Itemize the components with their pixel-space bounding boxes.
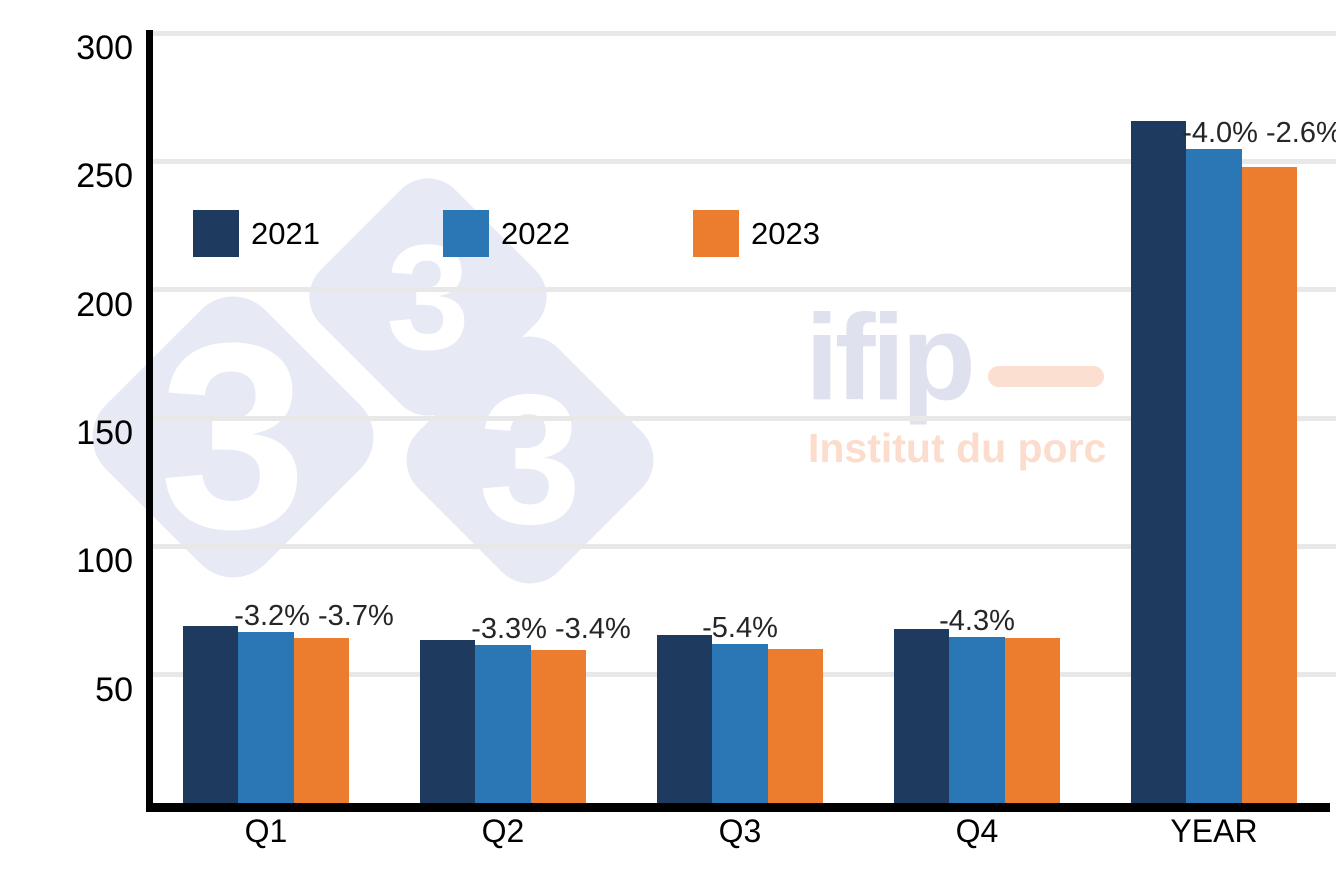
gridline-200 (150, 287, 1336, 293)
bar-2021-Q4 (893, 628, 950, 803)
legend-swatch-2022 (443, 210, 489, 257)
gridline-250 (150, 158, 1336, 164)
annotation-Q3: -5.4% (702, 612, 778, 645)
xlabel-Q2: Q2 (481, 813, 525, 849)
ytick-100: 100 (76, 542, 133, 581)
bar-2023-Q3 (767, 649, 824, 803)
legend-swatch-2021 (193, 210, 239, 257)
gridline-300 (150, 30, 1336, 36)
legend-label-2022: 2022 (501, 216, 570, 251)
bar-2023-Q1 (293, 637, 350, 803)
bar-2022-Q2 (475, 644, 531, 803)
ytick-50: 50 (95, 670, 133, 709)
bar-2021-Q2 (419, 639, 476, 803)
bar-2022-YEAR (1186, 148, 1242, 803)
bar-2022-Q3 (712, 644, 768, 803)
ytick-150: 150 (76, 414, 133, 452)
bar-2023-Q4 (1004, 638, 1061, 803)
ytick-250: 250 (76, 157, 133, 196)
ytick-200: 200 (76, 285, 133, 324)
ifip-logo-subtext: Institut du porc (808, 425, 1107, 471)
x-axis-line (146, 803, 1330, 812)
legend-label-2021: 2021 (251, 216, 320, 251)
legend-item-2023: 2023 (693, 210, 873, 258)
xlabel-YEAR: YEAR (1170, 813, 1258, 849)
y-axis-line (146, 30, 153, 810)
legend-label-2023: 2023 (751, 216, 820, 251)
bar-2023-YEAR (1241, 166, 1298, 803)
ifip-logo-dash (988, 366, 1104, 387)
watermark-diamond: 3 (389, 319, 671, 601)
annotation-Q2: -3.3% -3.4% (471, 612, 631, 645)
annotation-Q1: -3.2% -3.7% (234, 599, 394, 632)
ytick-300: 300 (76, 29, 133, 67)
xlabel-Q4: Q4 (955, 813, 999, 849)
watermark-digit: 3 (478, 356, 582, 563)
bar-2021-YEAR (1130, 120, 1187, 803)
bar-2021-Q3 (656, 635, 713, 803)
legend-item-2021: 2021 (193, 210, 373, 258)
legend-item-2022: 2022 (443, 210, 623, 258)
xlabel-Q1: Q1 (244, 813, 288, 849)
bar-2022-Q4 (949, 636, 1005, 803)
gridline-150 (150, 415, 1336, 421)
xlabel-Q3: Q3 (718, 813, 762, 849)
ifip-logo-text: ifip (805, 289, 976, 425)
bar-2021-Q1 (182, 625, 239, 803)
annotation-Q4: -4.3% (939, 604, 1015, 637)
ifip-logo: ifip Institut du porc (800, 296, 1130, 490)
watermark-digit: 3 (159, 288, 307, 585)
bar-2023-Q2 (530, 650, 587, 803)
annotation-YEAR: -4.0% -2.6% (1182, 116, 1336, 149)
legend-swatch-2023 (693, 210, 739, 257)
bar-2022-Q1 (238, 631, 294, 803)
gridline-100 (150, 543, 1336, 549)
